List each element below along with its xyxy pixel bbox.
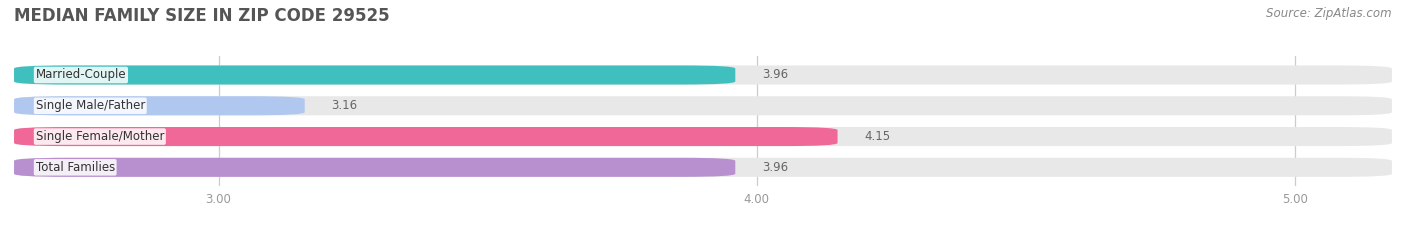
- Text: 3.96: 3.96: [762, 69, 789, 82]
- Text: 3.96: 3.96: [762, 161, 789, 174]
- Text: Married-Couple: Married-Couple: [35, 69, 127, 82]
- Text: 4.15: 4.15: [865, 130, 890, 143]
- FancyBboxPatch shape: [14, 158, 1392, 177]
- Text: Total Families: Total Families: [35, 161, 115, 174]
- FancyBboxPatch shape: [14, 65, 1392, 85]
- Text: Source: ZipAtlas.com: Source: ZipAtlas.com: [1267, 7, 1392, 20]
- FancyBboxPatch shape: [14, 127, 1392, 146]
- FancyBboxPatch shape: [14, 96, 305, 115]
- FancyBboxPatch shape: [14, 158, 735, 177]
- Text: 3.16: 3.16: [332, 99, 357, 112]
- Text: Single Male/Father: Single Male/Father: [35, 99, 145, 112]
- FancyBboxPatch shape: [14, 127, 838, 146]
- FancyBboxPatch shape: [14, 65, 735, 85]
- Text: Single Female/Mother: Single Female/Mother: [35, 130, 165, 143]
- Text: MEDIAN FAMILY SIZE IN ZIP CODE 29525: MEDIAN FAMILY SIZE IN ZIP CODE 29525: [14, 7, 389, 25]
- FancyBboxPatch shape: [14, 96, 1392, 115]
